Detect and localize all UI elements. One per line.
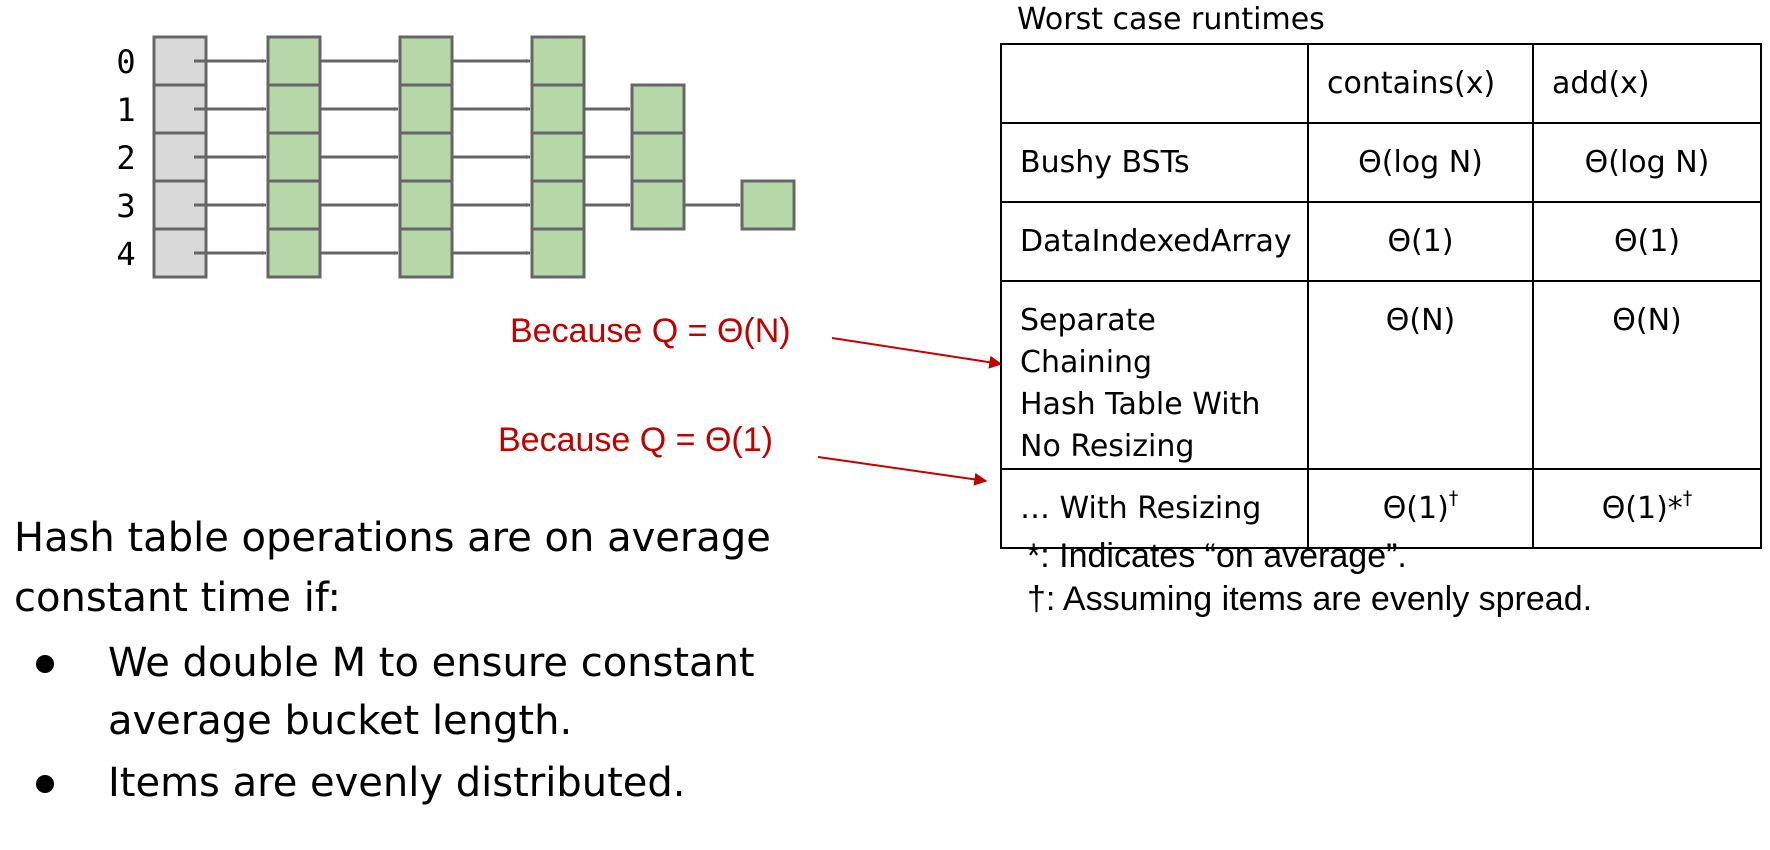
dagger-mark: † (1448, 487, 1459, 509)
add-cell: Θ(log N) (1532, 122, 1762, 203)
summary-bullet: Items are evenly distributed. (14, 754, 834, 812)
chain-node (530, 227, 586, 279)
header-contains: contains(x) (1307, 43, 1534, 124)
chain-node (530, 131, 586, 183)
header-add: add(x) (1532, 43, 1762, 124)
dagger-mark: † (1682, 487, 1693, 509)
contains-cell: Θ(log N) (1307, 122, 1534, 203)
contains-value: Θ(1) (1382, 491, 1449, 526)
chain-node (266, 227, 322, 279)
summary-text: Hash table operations are on average con… (14, 508, 834, 816)
annotation-because-theta-n: Because Q = Θ(N) (510, 312, 791, 350)
row-label: … With Resizing (1000, 468, 1309, 549)
table-row: Separate Chaining Hash Table With No Res… (1000, 280, 1762, 470)
chain-node (266, 35, 322, 87)
table-caption: Worst case runtimes (1017, 2, 1325, 37)
chain-node (266, 83, 322, 135)
table-row: DataIndexedArray Θ(1) Θ(1) (1000, 201, 1762, 282)
chain-node (266, 179, 322, 231)
bullet-line: We double M to ensure constant (108, 640, 755, 686)
contains-cell: Θ(1)† (1307, 468, 1534, 549)
row-label-line: Separate Chaining (1020, 303, 1156, 380)
add-cell: Θ(N) (1532, 280, 1762, 470)
chain-node (630, 131, 686, 183)
row-label: DataIndexedArray (1000, 201, 1309, 282)
summary-bullet-list: We double M to ensure constant average b… (14, 634, 834, 812)
row-label: Separate Chaining Hash Table With No Res… (1000, 280, 1309, 470)
annotation-arrow-theta-n (831, 337, 1003, 369)
add-value: Θ(1)* (1601, 491, 1683, 526)
bullet-dot-icon (36, 655, 54, 673)
table-header-row: contains(x) add(x) (1000, 43, 1762, 124)
row-label: Bushy BSTs (1000, 122, 1309, 203)
add-cell: Θ(1) (1532, 201, 1762, 282)
bucket-index-label: 1 (116, 91, 135, 129)
bullet-line: Items are evenly distributed. (108, 760, 686, 806)
bucket-index-label: 4 (116, 235, 135, 273)
table-row: Bushy BSTs Θ(log N) Θ(log N) (1000, 122, 1762, 203)
runtime-table: contains(x) add(x) Bushy BSTs Θ(log N) Θ… (1000, 43, 1762, 549)
chain-node (530, 179, 586, 231)
chain-node (398, 227, 454, 279)
header-empty-cell (1000, 43, 1309, 124)
chain-node (398, 131, 454, 183)
summary-bullet: We double M to ensure constant average b… (14, 634, 834, 750)
summary-intro-line: constant time if: (14, 575, 341, 621)
row-label-line: No Resizing (1020, 429, 1195, 464)
chain-node (398, 179, 454, 231)
contains-cell: Θ(1) (1307, 201, 1534, 282)
annotation-arrow-theta-1 (817, 456, 988, 486)
chain-node (740, 179, 796, 231)
bullet-dot-icon (36, 775, 54, 793)
chain-node (266, 131, 322, 183)
chain-node (398, 35, 454, 87)
add-cell: Θ(1)*† (1532, 468, 1762, 549)
bucket-index-label: 2 (116, 139, 135, 177)
contains-cell: Θ(N) (1307, 280, 1534, 470)
footnote-evenly-spread: †: Assuming items are evenly spread. (1027, 580, 1593, 618)
chain-node (398, 83, 454, 135)
chain-node (630, 179, 686, 231)
chain-node (530, 83, 586, 135)
bucket-index-label: 0 (116, 43, 135, 81)
footnote-average: *: Indicates “on average”. (1027, 537, 1407, 575)
table-footnotes: *: Indicates “on average”. †: Assuming i… (1027, 535, 1592, 621)
chain-node (530, 35, 586, 87)
bullet-line: average bucket length. (108, 698, 573, 744)
row-label-line: Hash Table With (1020, 387, 1261, 422)
bucket-index-label: 3 (116, 187, 135, 225)
annotation-because-theta-1: Because Q = Θ(1) (498, 421, 773, 459)
table-row: … With Resizing Θ(1)† Θ(1)*† (1000, 468, 1762, 549)
chain-node (630, 83, 686, 135)
summary-intro-line: Hash table operations are on average (14, 515, 771, 561)
